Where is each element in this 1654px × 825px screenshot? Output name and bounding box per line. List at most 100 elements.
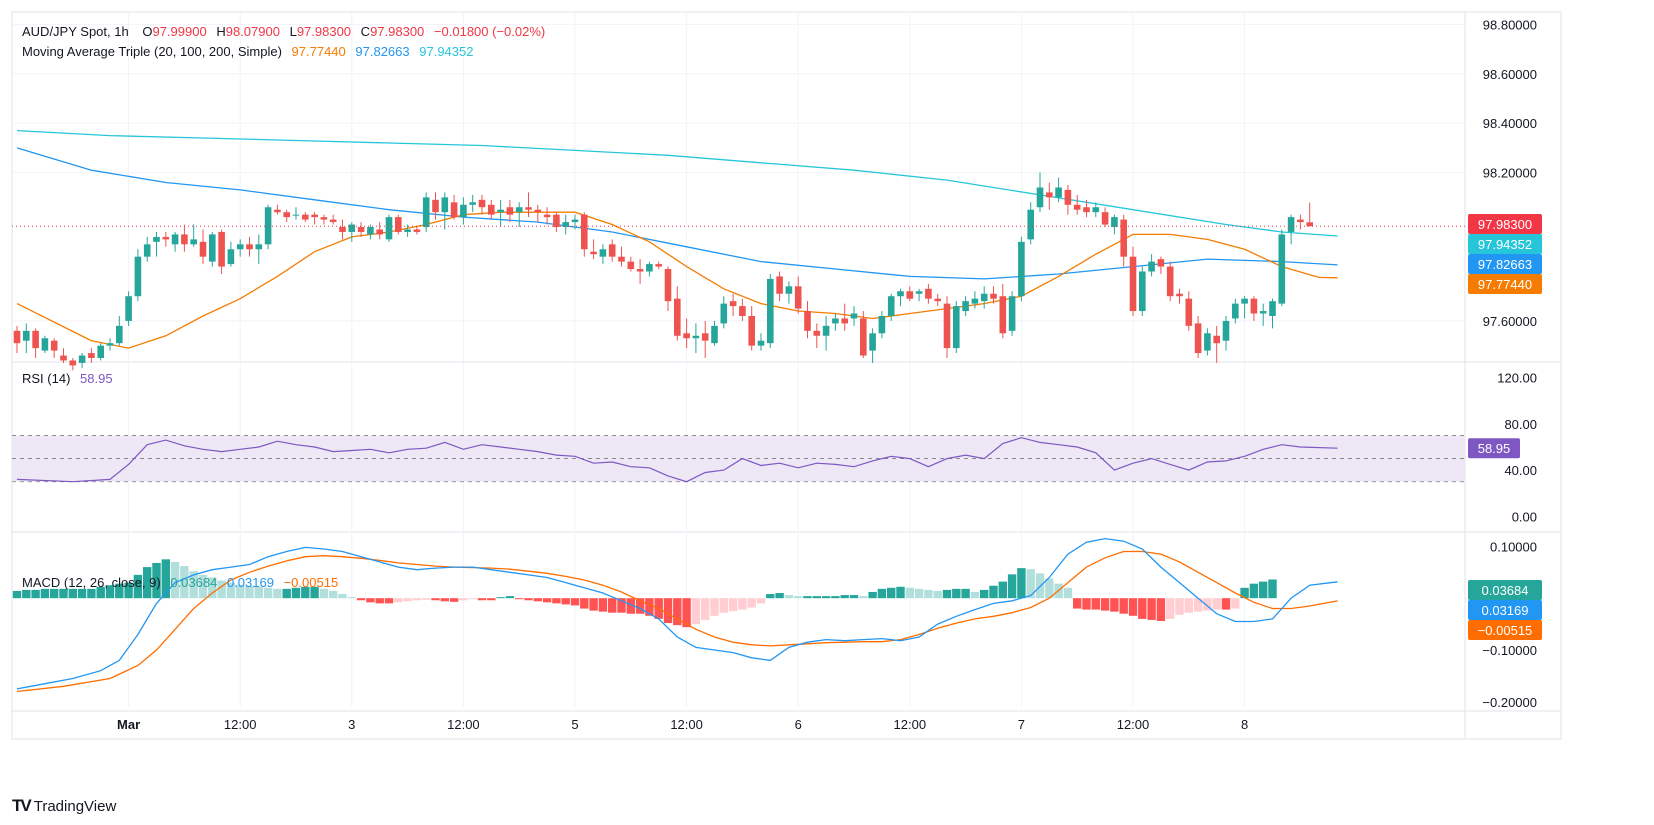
candle-down bbox=[450, 194, 458, 220]
ma-title[interactable]: Moving Average Triple (20, 100, 200, Sim… bbox=[22, 44, 282, 59]
macd-histogram-bar bbox=[747, 598, 756, 608]
candle-body bbox=[683, 333, 690, 339]
candle-up bbox=[460, 197, 467, 225]
macd-histogram-bar bbox=[1063, 587, 1073, 599]
candle-body bbox=[1232, 303, 1239, 319]
rsi-line bbox=[16, 437, 1338, 483]
candle-down bbox=[1101, 207, 1109, 228]
candle-up bbox=[497, 199, 504, 228]
candle-body bbox=[1083, 207, 1090, 213]
candle-down bbox=[329, 214, 337, 225]
candle-up bbox=[1232, 298, 1239, 324]
macd-histogram-bar bbox=[1156, 598, 1166, 621]
candle-body bbox=[13, 330, 21, 344]
candle-down bbox=[478, 194, 486, 215]
candle-body bbox=[357, 227, 365, 232]
candle-down bbox=[506, 199, 514, 223]
macd-histogram-bar bbox=[282, 588, 291, 599]
candle-up bbox=[153, 231, 160, 257]
rsi-tick-label: 80.00 bbox=[1504, 417, 1537, 432]
candle-up bbox=[292, 207, 300, 220]
candle-down bbox=[608, 239, 616, 262]
time-tick-label: Mar bbox=[117, 717, 140, 732]
candle-up bbox=[887, 293, 895, 321]
time-tick-label: 5 bbox=[571, 717, 578, 732]
candle-up bbox=[869, 328, 876, 363]
price-tick-label: 98.40000 bbox=[1483, 116, 1537, 131]
candle-body bbox=[283, 212, 290, 218]
candle-down bbox=[218, 229, 225, 274]
macd-histogram-bar bbox=[338, 594, 347, 599]
time-tick-label: 12:00 bbox=[894, 717, 927, 732]
candle-body bbox=[655, 264, 662, 267]
macd-histogram-bar bbox=[887, 587, 896, 599]
candle-body bbox=[209, 234, 216, 262]
macd-title[interactable]: MACD (12, 26, close, 9) bbox=[22, 575, 161, 590]
macd-histogram-bar bbox=[580, 598, 589, 609]
macd-line-value: 0.03169 bbox=[226, 575, 274, 590]
candle-body bbox=[506, 207, 514, 215]
time-tick-label: 6 bbox=[795, 717, 802, 732]
candle-up bbox=[1018, 236, 1025, 302]
brand-name: TradingView bbox=[33, 797, 117, 815]
macd-line-tag: 0.03169 bbox=[1482, 603, 1529, 618]
macd-histogram-bar bbox=[524, 598, 533, 601]
candle-up bbox=[599, 244, 607, 265]
candle-up bbox=[1036, 172, 1044, 213]
candle-up bbox=[720, 296, 728, 329]
rsi-title[interactable]: RSI (14) bbox=[22, 371, 71, 386]
candle-up bbox=[171, 231, 179, 252]
candle-down bbox=[534, 204, 542, 223]
candle-up bbox=[236, 239, 244, 257]
macd-histogram-bar bbox=[143, 567, 152, 599]
macd-histogram-bar bbox=[468, 598, 477, 600]
high-label: H bbox=[216, 24, 226, 39]
macd-histogram-bar bbox=[608, 598, 617, 613]
macd-histogram-bar bbox=[1166, 598, 1175, 619]
macd-legend: MACD (12, 26, close, 9) 0.03684 0.03169 … bbox=[22, 575, 344, 590]
macd-histogram-bar bbox=[970, 591, 980, 599]
candle-body bbox=[1148, 261, 1155, 272]
candle-body bbox=[1259, 311, 1267, 314]
candle-down bbox=[674, 286, 681, 341]
rsi-tick-label: 120.00 bbox=[1497, 371, 1537, 386]
price-tick-label: 98.60000 bbox=[1483, 67, 1537, 82]
candle-body bbox=[143, 244, 151, 257]
candle-body bbox=[943, 303, 951, 349]
macd-histogram-bar bbox=[896, 586, 905, 599]
candle-body bbox=[878, 315, 886, 334]
candle-body bbox=[953, 306, 960, 349]
candle-up bbox=[1111, 214, 1118, 235]
macd-histogram-bar bbox=[942, 589, 952, 599]
tradingview-logo[interactable]: TV TradingView bbox=[12, 796, 116, 816]
macd-histogram-bar bbox=[226, 582, 236, 599]
close-value: 97.98300 bbox=[370, 24, 425, 39]
candle-body bbox=[116, 325, 123, 344]
macd-histogram-bar bbox=[961, 588, 970, 599]
time-tick-label: 12:00 bbox=[224, 717, 257, 732]
macd-histogram-bar bbox=[561, 598, 570, 605]
rsi-value: 58.95 bbox=[80, 371, 113, 386]
candle-down bbox=[906, 286, 914, 302]
candle-down bbox=[841, 303, 848, 331]
candle-body bbox=[581, 214, 588, 250]
candle-down bbox=[1194, 315, 1202, 358]
candle-body bbox=[1046, 192, 1053, 198]
open-value: 97.99900 bbox=[152, 24, 207, 39]
candle-down bbox=[1306, 202, 1313, 227]
candle-body bbox=[1055, 187, 1062, 198]
macd-histogram-bar bbox=[1259, 581, 1268, 599]
macd-histogram-bar bbox=[663, 598, 673, 624]
candle-down bbox=[776, 271, 783, 302]
candle-down bbox=[860, 311, 867, 358]
candle-up bbox=[915, 288, 923, 302]
symbol-title[interactable]: AUD/JPY Spot, 1h bbox=[22, 24, 129, 39]
candle-body bbox=[246, 244, 253, 250]
candle-down bbox=[553, 212, 560, 232]
candle-down bbox=[1129, 246, 1137, 316]
candle-up bbox=[646, 261, 653, 277]
candle-body bbox=[832, 318, 839, 324]
candle-body bbox=[515, 207, 523, 213]
candle-body bbox=[1176, 293, 1183, 297]
